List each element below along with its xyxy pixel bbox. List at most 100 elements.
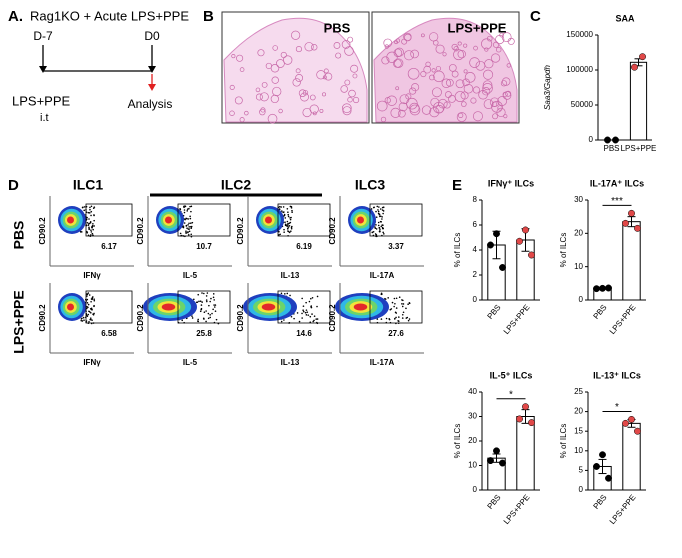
alveolus: [497, 105, 503, 111]
flow-plot: 25.8 IL-5 CD90.2: [136, 283, 232, 367]
y-axis-label: CD90.2: [236, 217, 245, 245]
arrow-head: [148, 84, 156, 91]
y-tick-label: 100000: [566, 65, 593, 74]
alveolus: [309, 94, 316, 101]
data-point: [605, 474, 612, 482]
alveolus: [376, 100, 388, 112]
alveolus: [431, 68, 436, 73]
event: [380, 225, 383, 228]
alveolus: [295, 74, 304, 82]
event: [316, 318, 319, 320]
alveolus: [244, 110, 249, 116]
alveolus: [292, 78, 301, 87]
alveolus: [299, 92, 309, 102]
event: [92, 296, 94, 298]
event: [388, 318, 391, 320]
alveolus: [261, 81, 268, 88]
y-axis-label: CD90.2: [236, 304, 245, 332]
event: [290, 230, 292, 233]
event: [302, 305, 305, 307]
alveolus: [236, 54, 244, 62]
y-tick-label: 30: [574, 195, 583, 204]
alveolus: [271, 76, 279, 84]
event: [89, 221, 92, 223]
event: [398, 296, 401, 299]
panel-letter: A.: [8, 8, 23, 25]
alveolus: [461, 101, 467, 107]
event: [395, 316, 397, 319]
gate-percent: 6.19: [296, 242, 312, 251]
event: [286, 220, 289, 223]
event: [306, 311, 309, 313]
event: [287, 224, 289, 226]
event: [190, 205, 193, 208]
data-point: [493, 230, 500, 238]
alveolus: [383, 38, 393, 48]
event: [305, 314, 308, 316]
event: [90, 210, 93, 213]
alveolus: [229, 110, 235, 116]
event: [310, 297, 312, 300]
event: [401, 299, 403, 301]
alveolus: [260, 107, 266, 113]
event: [289, 218, 292, 221]
event: [301, 297, 303, 300]
x-axis-label: IFNγ: [83, 358, 101, 367]
data-point: [612, 136, 619, 144]
event: [213, 304, 215, 306]
event: [209, 314, 211, 316]
event: [387, 297, 389, 299]
event: [203, 292, 205, 295]
event: [305, 301, 307, 304]
data-point: [516, 415, 523, 423]
event: [380, 220, 383, 223]
data-point: [634, 224, 641, 232]
event: [376, 318, 379, 320]
event: [312, 320, 314, 323]
event: [90, 308, 93, 311]
event: [305, 309, 308, 311]
event: [381, 293, 383, 295]
event: [393, 305, 395, 308]
event: [92, 223, 94, 225]
event: [190, 225, 193, 228]
column-header: ILC1: [73, 177, 104, 193]
panel-letter: E: [452, 177, 462, 194]
data-point: [599, 284, 606, 292]
event: [371, 231, 374, 234]
event: [307, 314, 310, 316]
event: [376, 205, 379, 208]
alveolus: [482, 80, 493, 91]
event: [291, 209, 293, 212]
event: [401, 305, 404, 308]
event: [189, 217, 192, 220]
y-tick-label: 50000: [571, 100, 594, 109]
event: [375, 216, 378, 218]
data-point: [599, 451, 606, 459]
event: [90, 234, 92, 236]
event: [186, 208, 189, 210]
y-tick-label: 20: [468, 436, 477, 445]
bar: [516, 416, 535, 491]
alveolus: [421, 105, 432, 115]
event: [86, 305, 88, 308]
alveolus: [442, 52, 447, 57]
event: [190, 233, 193, 236]
gate-percent: 6.58: [101, 329, 117, 338]
event: [296, 312, 299, 314]
event: [190, 210, 192, 213]
alveolus: [229, 84, 235, 90]
alveolus: [344, 46, 354, 56]
event: [304, 311, 307, 314]
alveolus: [340, 85, 348, 93]
flow-plot: 10.7 IL-5 CD90.2: [136, 196, 232, 280]
alveolus: [472, 111, 483, 122]
event: [82, 316, 85, 319]
column-header: ILC2: [221, 177, 252, 193]
alveolus: [295, 46, 302, 53]
event: [382, 231, 384, 234]
histology-images: [221, 11, 520, 124]
event: [86, 302, 89, 304]
event: [298, 320, 301, 323]
flow-plot: 3.37 IL-17A CD90.2: [328, 196, 424, 280]
